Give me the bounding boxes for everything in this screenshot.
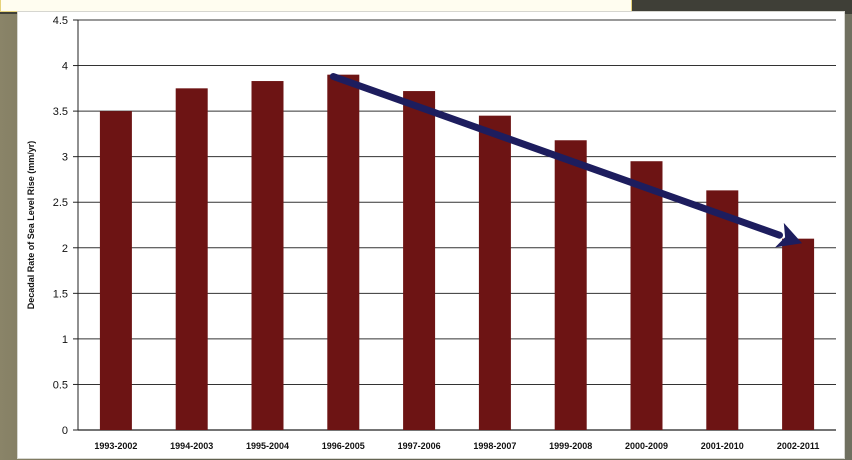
x-axis: 1993-2002 1994-2003 1995-2004 1996-2005 1997… bbox=[94, 441, 819, 451]
y-tick-label: 4 bbox=[62, 61, 68, 73]
chart-panel: 0 0.5 1 1.5 2 2.5 3 3.5 4 4.5 1993-2002 1994-2003 1… bbox=[18, 12, 844, 458]
bar bbox=[630, 161, 663, 430]
x-tick-label: 1997-2006 bbox=[398, 441, 441, 451]
trend-arrow-shaft bbox=[329, 72, 783, 239]
bar bbox=[782, 238, 815, 430]
y-tick-label: 4.5 bbox=[53, 15, 68, 27]
y-axis-label: Decadal Rate of Sea Level Rise (mm/yr) bbox=[26, 141, 36, 310]
y-tick-label: 2.5 bbox=[53, 197, 68, 209]
bar bbox=[99, 111, 132, 430]
y-tick-label: 0 bbox=[62, 425, 68, 437]
x-tick-label: 1994-2003 bbox=[170, 441, 213, 451]
bars bbox=[99, 74, 815, 431]
y-axis: 0 0.5 1 1.5 2 2.5 3 3.5 4 4.5 bbox=[53, 15, 79, 437]
x-tick-label: 1998-2007 bbox=[473, 441, 516, 451]
bar bbox=[478, 115, 511, 431]
y-tick-label: 1 bbox=[62, 334, 68, 346]
bar bbox=[175, 88, 208, 430]
bar-chart: 00.511.522.533.544.5 1993-2002 1994-2003 1… bbox=[26, 15, 836, 451]
bar bbox=[403, 91, 436, 431]
y-tick-label: 3 bbox=[62, 152, 68, 164]
bar bbox=[554, 140, 587, 430]
x-tick-label: 1993-2002 bbox=[94, 441, 137, 451]
x-tick-label: 1999-2008 bbox=[549, 441, 592, 451]
y-tick-label: 0.5 bbox=[53, 379, 68, 391]
x-tick-label: 2001-2010 bbox=[701, 441, 744, 451]
x-tick-label: 1995-2004 bbox=[246, 441, 289, 451]
y-tick-label: 3.5 bbox=[53, 106, 68, 118]
bar bbox=[251, 81, 284, 431]
title-box bbox=[0, 0, 632, 12]
trend-arrow-head bbox=[775, 222, 803, 248]
trend-arrow bbox=[329, 72, 803, 248]
x-tick-label: 2002-2011 bbox=[777, 441, 820, 451]
y-tick-label: 1.5 bbox=[53, 288, 68, 300]
x-tick-label: 1996-2005 bbox=[322, 441, 365, 451]
bar bbox=[327, 74, 360, 430]
x-tick-label: 2000-2009 bbox=[625, 441, 668, 451]
bar bbox=[706, 190, 739, 430]
y-tick-label: 2 bbox=[62, 243, 68, 255]
